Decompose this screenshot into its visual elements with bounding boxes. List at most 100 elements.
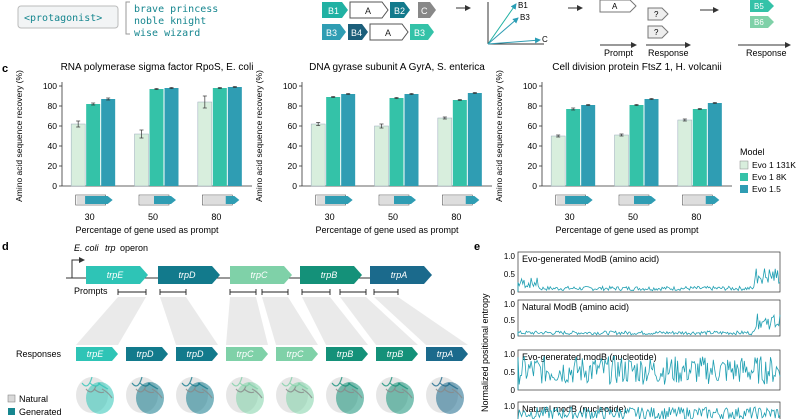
protein-structures: [76, 376, 464, 414]
structure-generated: [436, 382, 464, 414]
entropy-line: [517, 268, 781, 292]
prompt-fill: [443, 196, 466, 204]
entropy-track-4: Natural modB (nucleotide)01.0: [504, 401, 781, 419]
chart-ylabel: Amino acid sequence recovery (%): [494, 70, 504, 202]
structure-strand: [385, 385, 397, 393]
structure-strand: [347, 382, 359, 390]
chart-3: Cell division protein FtsZ 1, H. volcani…: [494, 62, 732, 235]
option-2: noble knight: [134, 16, 206, 27]
structure-strand: [285, 385, 297, 393]
bar: [134, 133, 149, 187]
structure-strand: [397, 382, 409, 390]
response-label: trpB: [387, 349, 404, 359]
chart-xlabel: Percentage of gene used as prompt: [315, 225, 459, 235]
structure-strand: [443, 388, 455, 394]
x-tick-label: 50: [148, 212, 158, 222]
structure-strand: [451, 388, 463, 399]
bar: [149, 89, 164, 186]
panel-c-legend: Model Evo 1 131K Evo 1 8K Evo 1.5: [739, 147, 796, 194]
structure-strand: [147, 382, 159, 390]
track-title: Evo-generated ModB (amino acid): [522, 254, 659, 264]
track-ytick: 1.0: [504, 402, 516, 411]
prompt-response-mapping: [76, 297, 468, 345]
y-tick-label: 20: [528, 161, 538, 171]
gene-label: trpD: [178, 270, 196, 280]
prompts-label: Prompts: [74, 286, 108, 296]
chart-xlabel: Percentage of gene used as prompt: [555, 225, 699, 235]
gene-trpC: [230, 266, 292, 284]
legend-generated-swatch: [8, 408, 15, 415]
bar: [566, 109, 581, 186]
box-b5-label: B5: [754, 2, 764, 11]
chart-ylabel: Amino acid sequence recovery (%): [254, 70, 264, 202]
seq2-block-a: [369, 23, 409, 41]
response-trpA: [426, 347, 468, 361]
bar: [677, 119, 693, 187]
fan: [160, 297, 218, 345]
response-label: trpD: [186, 349, 204, 359]
track-ytick: 0: [511, 386, 516, 395]
track-ytick: 1.0: [504, 252, 516, 261]
track-ytick: 0.5: [504, 316, 516, 325]
y-tick-label: 100: [523, 81, 537, 91]
bar: [310, 123, 326, 187]
option-bracket: [125, 1, 130, 35]
structure-strand: [193, 388, 205, 394]
box-b6-label: B6: [754, 18, 764, 27]
gene-trpA: [370, 266, 432, 284]
prompt-fill: [620, 196, 634, 204]
x-tick-label: 80: [691, 212, 701, 222]
y-tick-label: 80: [48, 101, 58, 111]
structure-generated: [336, 382, 364, 414]
seq1-label-b1: B1: [328, 6, 339, 16]
bar: [467, 93, 482, 186]
structure-generated: [86, 382, 114, 414]
bar: [452, 100, 467, 186]
structure-strand: [301, 388, 313, 399]
bar: [644, 99, 659, 186]
response-label: trpE: [87, 349, 105, 359]
option-1: brave princess: [134, 4, 218, 15]
structure-generated: [186, 382, 214, 414]
structure-strand: [381, 376, 393, 387]
seq2-label-b3: B3: [326, 28, 337, 38]
fan: [302, 297, 368, 345]
track-ytick: 1.0: [504, 350, 516, 359]
structure-strand: [131, 376, 143, 387]
seq1-block-b1: [322, 2, 348, 18]
box-q2-label: ?: [654, 28, 659, 37]
box-q1-label: ?: [654, 10, 659, 19]
structure-strand: [101, 388, 113, 399]
protagonist-box: [17, 5, 119, 29]
structure-strand: [247, 382, 259, 390]
y-tick-label: 0: [292, 181, 297, 191]
track-title: Natural ModB (amino acid): [522, 302, 629, 312]
structure-strand: [143, 388, 155, 394]
legend-item-3: Evo 1.5: [752, 184, 781, 194]
structure-strand: [331, 376, 343, 387]
structure-strand: [243, 388, 255, 394]
panel-e-ylabel: Normalized positional entropy: [480, 293, 490, 412]
bar: [389, 98, 404, 186]
structure-strand: [293, 388, 305, 394]
entropy-line: [517, 313, 781, 336]
y-tick-label: 80: [288, 101, 298, 111]
prompt-fill: [316, 196, 326, 204]
bar: [550, 135, 566, 187]
bar: [101, 99, 116, 186]
response-trpD: [126, 347, 168, 361]
structure-strand: [281, 376, 293, 387]
bar: [614, 134, 629, 187]
legend-natural-swatch: [7, 394, 16, 403]
vec-label-b1: B1: [518, 1, 528, 10]
structure-generated: [236, 382, 264, 414]
structure-strand: [251, 388, 263, 399]
gene-trpD: [158, 266, 220, 284]
seq2-label-b3b: B3: [414, 28, 425, 38]
response-label-2: Response: [746, 48, 787, 58]
x-tick-label: 50: [628, 212, 638, 222]
entropy-line: [517, 406, 781, 419]
bar: [629, 105, 644, 186]
gene-label: trpE: [107, 270, 125, 280]
